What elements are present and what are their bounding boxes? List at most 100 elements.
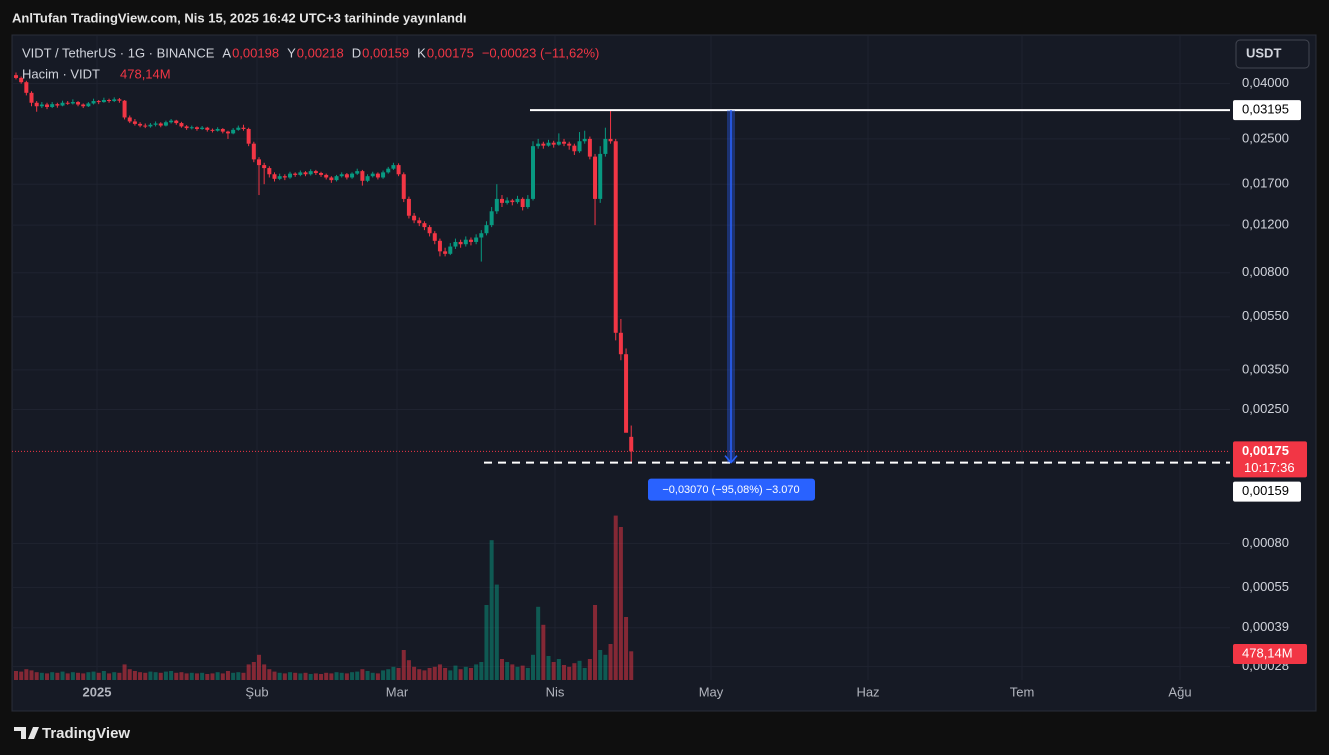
- candle-body: [241, 127, 246, 129]
- candle-body: [551, 142, 556, 145]
- candle-body: [101, 100, 106, 103]
- countdown: 10:17:36: [1244, 460, 1295, 475]
- volume-bar: [298, 673, 303, 680]
- volume-bar: [127, 669, 132, 680]
- candle-body: [329, 177, 334, 181]
- candle-body: [45, 104, 50, 107]
- volume-bar: [19, 671, 24, 680]
- volume-bar: [107, 673, 112, 680]
- volume-bar: [101, 671, 106, 680]
- candle-body: [370, 173, 375, 177]
- candle-body: [608, 138, 613, 142]
- high-label-box: [1233, 100, 1301, 121]
- y-tick-label: 0,02500: [1242, 130, 1289, 145]
- chart-panel: [11, 34, 1317, 712]
- candle-body: [200, 127, 205, 129]
- volume-bar: [308, 674, 313, 680]
- volume-bar: [215, 672, 220, 680]
- volume-bar: [288, 672, 293, 680]
- candle-body: [422, 223, 427, 228]
- volume-bar: [262, 664, 267, 680]
- candle-body: [107, 100, 112, 102]
- header-title: AnlTufan TradingView.com, Nis 15, 2025 1…: [12, 10, 467, 25]
- candle-body: [510, 200, 515, 203]
- volume-bar: [76, 672, 81, 680]
- candle-body: [618, 332, 623, 355]
- volume-bar: [277, 672, 282, 680]
- y-tick-label: 0,00550: [1242, 308, 1289, 323]
- brand: TradingView: [42, 725, 130, 742]
- volume-bar: [515, 666, 520, 680]
- candle-body: [401, 174, 406, 199]
- volume-bar: [520, 665, 525, 680]
- candle-body: [562, 141, 567, 144]
- volume-bar: [463, 666, 468, 680]
- volume-bar: [355, 671, 360, 680]
- candle-body: [272, 174, 277, 179]
- last-price-label: 0,00175: [1242, 443, 1289, 458]
- candle-body: [587, 138, 592, 157]
- volume-title: Hacim · VIDT: [22, 66, 100, 81]
- candle-body: [174, 120, 179, 124]
- volume-bar: [282, 673, 287, 680]
- candle-body: [463, 239, 468, 245]
- volume-bar: [458, 669, 463, 680]
- candle-body: [169, 120, 174, 123]
- volume-bar: [303, 672, 308, 680]
- x-tick-label: Haz: [856, 684, 879, 699]
- candle-body: [396, 165, 401, 175]
- volume-bar: [34, 672, 39, 680]
- currency-button[interactable]: [1235, 39, 1310, 69]
- volume-bar: [334, 672, 339, 680]
- volume-bar: [117, 672, 122, 680]
- candle-body: [541, 143, 546, 146]
- volume-bar: [122, 664, 127, 680]
- volume-bar: [468, 668, 473, 680]
- candle-body: [122, 100, 127, 118]
- candle-body: [298, 172, 303, 175]
- currency[interactable]: USDT: [1246, 45, 1281, 60]
- volume-bar: [24, 669, 29, 680]
- candle-body: [391, 165, 396, 169]
- candle-body: [313, 171, 318, 174]
- candle-body: [256, 159, 261, 166]
- symbol: VIDT / TetherUS · 1G · BINANCE: [22, 45, 215, 60]
- volume-label-box: [1233, 644, 1307, 664]
- volume-bar: [531, 654, 535, 680]
- volume-bar: [437, 664, 442, 680]
- volume-bar: [598, 650, 603, 680]
- candle-body: [437, 240, 442, 252]
- candle-body: [282, 176, 287, 178]
- candle-body: [39, 104, 44, 107]
- candle-body: [148, 124, 153, 127]
- volume-bar: [536, 606, 541, 680]
- candle-body: [448, 246, 453, 254]
- candle-body: [86, 103, 91, 107]
- logo: TradingView: [14, 725, 130, 742]
- logo-icon: [14, 727, 39, 739]
- candle-body: [138, 123, 143, 126]
- volume-bar: [329, 673, 334, 680]
- volume-bar: [205, 674, 210, 680]
- volume-bar: [70, 672, 75, 680]
- candle-body: [468, 239, 473, 242]
- candle-body: [344, 174, 349, 178]
- candle-body: [453, 241, 458, 247]
- candle-body: [19, 77, 24, 83]
- candle-body: [525, 198, 530, 208]
- y-tick-label: 0,00039: [1242, 619, 1289, 634]
- volume-bar: [494, 584, 499, 680]
- candle-body: [546, 142, 551, 146]
- volume-bar: [391, 666, 396, 680]
- volume-bar: [148, 671, 153, 680]
- candle-body: [613, 141, 618, 333]
- volume-bar: [200, 672, 205, 680]
- candle-body: [215, 128, 220, 131]
- candle-body: [91, 101, 96, 104]
- volume-bar: [587, 659, 592, 680]
- x-tick-label: Tem: [1010, 684, 1035, 699]
- candle-body: [70, 102, 75, 104]
- candle-body: [489, 211, 494, 226]
- candle-body: [515, 198, 520, 203]
- volume-bar: [406, 660, 411, 680]
